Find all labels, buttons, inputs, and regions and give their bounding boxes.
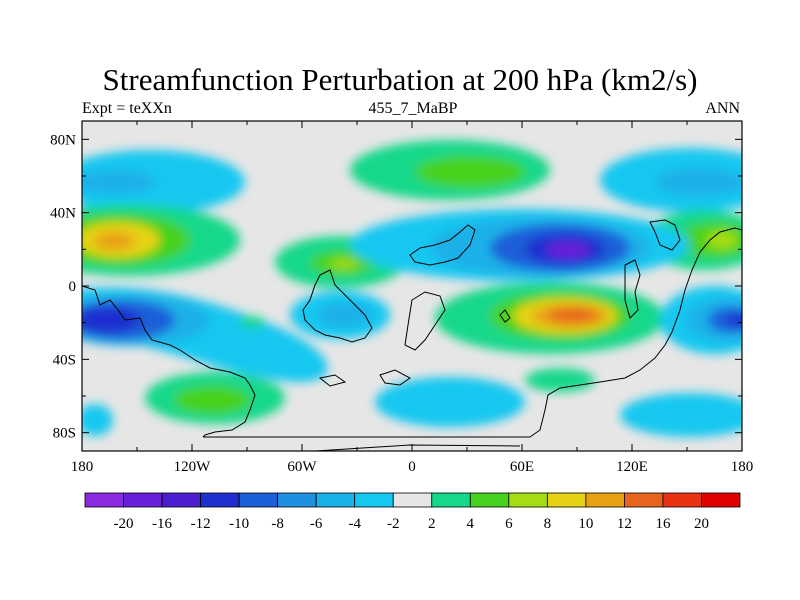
colorbar-label: 16 xyxy=(655,516,671,532)
colorbar-swatch xyxy=(392,492,433,508)
colorbar-swatch xyxy=(624,492,664,508)
colorbar-label: -6 xyxy=(310,516,323,532)
colorbar-swatch xyxy=(662,492,702,508)
colorbar-swatch xyxy=(546,492,587,508)
coastline xyxy=(82,219,742,451)
colorbar-label: -4 xyxy=(348,516,361,532)
y-tick-label: 80N xyxy=(50,132,76,148)
colorbar-label: 10 xyxy=(578,516,593,532)
colorbar-label: -16 xyxy=(152,516,172,532)
colorbar-swatch xyxy=(354,492,394,508)
x-tick-label: 60E xyxy=(510,459,534,475)
axis-tick-labels: 180 120W 60W 0 60E 120E 180 80N 40N 0 40S 80S xyxy=(50,132,753,475)
season-label: ANN xyxy=(705,100,740,117)
colorbar-label: -10 xyxy=(229,516,249,532)
colorbar-swatch xyxy=(161,492,201,508)
page-title: Streamfunction Perturbation at 200 hPa (… xyxy=(102,62,698,97)
colorbar-label: -12 xyxy=(191,516,211,532)
colorbar-label: 6 xyxy=(505,516,513,532)
colorbar-swatch xyxy=(238,492,279,508)
colorbar-swatch xyxy=(701,492,741,508)
colorbar-label: 2 xyxy=(428,516,436,532)
colorbar-label: 8 xyxy=(544,516,552,532)
experiment-label: Expt = teXXn xyxy=(82,100,172,117)
contour-field xyxy=(82,140,742,451)
colorbar-swatch xyxy=(431,492,471,508)
case-label: 455_7_MaBP xyxy=(368,100,458,117)
y-tick-label: 40N xyxy=(50,206,76,222)
colorbar-label: -2 xyxy=(387,516,400,532)
neg-south-east-pacific xyxy=(620,393,742,437)
colorbar-swatch xyxy=(84,492,124,508)
colorbar-labels: -20 -16 -12 -10 -8 -6 -4 -2 2 4 6 8 10 12 16 20 xyxy=(114,516,709,532)
axis-ticks xyxy=(81,121,743,451)
colorbar-label: -8 xyxy=(271,516,284,532)
colorbar-swatch xyxy=(200,492,240,508)
y-tick-label: 0 xyxy=(69,279,77,295)
colorbar-swatch xyxy=(585,492,625,508)
neg-north-pacific-band xyxy=(82,150,245,214)
colorbar-swatch xyxy=(123,492,163,508)
colorbar-label: -20 xyxy=(114,516,134,532)
colorbar-swatch xyxy=(508,492,548,508)
colorbar-label: 12 xyxy=(617,516,632,532)
y-tick-label: 80S xyxy=(53,426,76,442)
colorbar xyxy=(84,492,741,508)
x-tick-label: 180 xyxy=(71,459,94,475)
colorbar-label: 4 xyxy=(467,516,475,532)
colorbar-label: 20 xyxy=(694,516,709,532)
x-tick-label: 120E xyxy=(616,459,648,475)
x-tick-label: 180 xyxy=(731,459,754,475)
x-tick-label: 0 xyxy=(408,459,416,475)
colorbar-swatch xyxy=(469,492,510,508)
colorbar-swatch xyxy=(315,492,356,508)
y-tick-label: 40S xyxy=(53,352,76,368)
x-tick-label: 60W xyxy=(287,459,317,475)
x-tick-label: 120W xyxy=(174,459,212,475)
neg-southern-ocean xyxy=(375,377,525,427)
colorbar-swatch xyxy=(277,492,317,508)
